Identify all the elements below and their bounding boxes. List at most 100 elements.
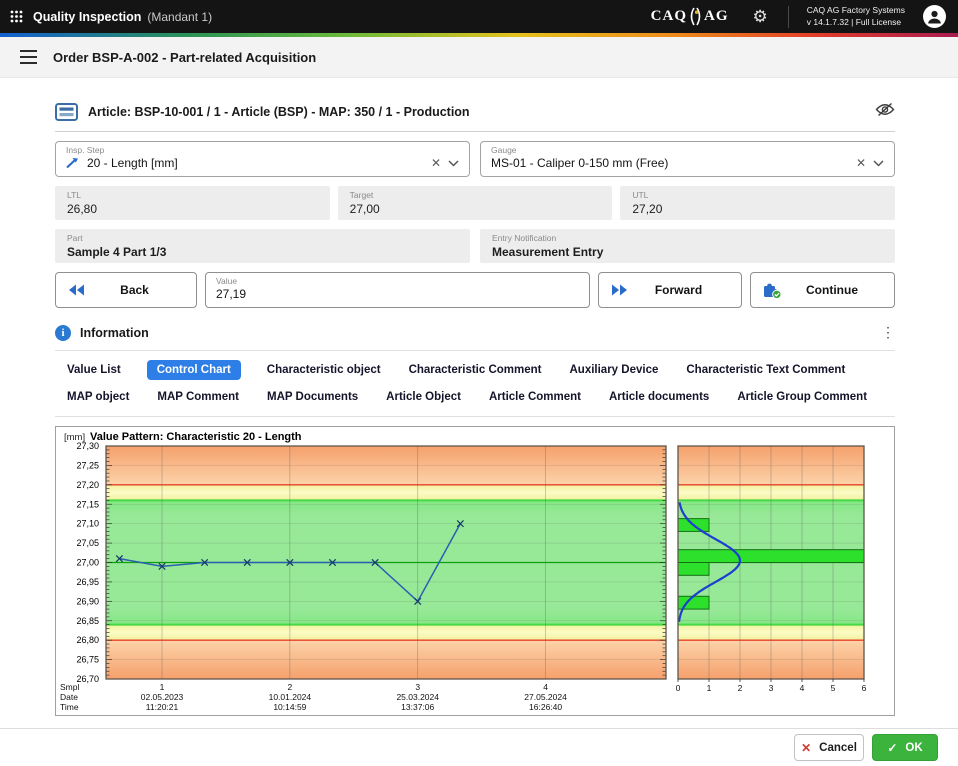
svg-text:10.01.2024: 10.01.2024	[269, 692, 312, 702]
footer-bar: ✕ Cancel ✓ OK	[0, 728, 958, 766]
app-launcher-grid-icon[interactable]	[10, 10, 23, 23]
double-chevron-left-icon	[69, 284, 84, 296]
forward-button[interactable]: Forward	[598, 272, 742, 308]
tab-map-object[interactable]: MAP object	[67, 391, 130, 403]
svg-text:27,25: 27,25	[76, 460, 99, 470]
svg-text:1: 1	[707, 683, 712, 693]
gauge-clear-icon[interactable]: ✕	[855, 156, 866, 171]
tab-article-comment[interactable]: Article Comment	[488, 391, 581, 403]
entry-notification-label: Entry Notification	[492, 233, 557, 243]
entry-notification-readout: Entry Notification Measurement Entry	[480, 229, 895, 263]
tab-article-object[interactable]: Article Object	[386, 391, 461, 403]
series-markers	[115, 520, 464, 605]
back-button[interactable]: Back	[55, 272, 197, 308]
tab-auxiliary-device[interactable]: Auxiliary Device	[569, 364, 659, 376]
svg-text:27,15: 27,15	[76, 499, 99, 509]
svg-text:4: 4	[800, 683, 805, 693]
double-chevron-right-icon	[612, 284, 627, 296]
utl-readout: UTL 27,20	[620, 186, 896, 220]
utl-label: UTL	[632, 190, 649, 200]
cancel-button[interactable]: ✕ Cancel	[794, 734, 864, 761]
tab-value-list[interactable]: Value List	[67, 364, 121, 376]
info-icon: i	[55, 324, 71, 341]
user-avatar[interactable]	[923, 5, 946, 28]
svg-text:16:26:40: 16:26:40	[529, 702, 562, 712]
svg-text:26,70: 26,70	[76, 674, 99, 684]
information-title: Information	[80, 325, 149, 340]
control-chart-panel: [mm] Value Pattern: Characteristic 20 - L…	[55, 426, 895, 716]
svg-text:1: 1	[160, 682, 165, 692]
svg-text:5: 5	[831, 683, 836, 693]
order-title: Order BSP-A-002 - Part-related Acquisiti…	[53, 49, 317, 65]
menu-hamburger-icon[interactable]	[20, 50, 37, 64]
insp-step-clear-icon[interactable]: ✕	[430, 156, 441, 171]
app-title: Quality Inspection	[33, 9, 142, 24]
product-license: v 14.1.7.32 | Full License	[806, 16, 902, 27]
tab-article-documents[interactable]: Article documents	[608, 391, 710, 403]
svg-text:27,10: 27,10	[76, 519, 99, 529]
app-subtitle: (Mandant 1)	[147, 9, 213, 24]
ltl-readout: LTL 26,80	[55, 186, 330, 220]
gauge-label: Gauge	[491, 145, 517, 155]
svg-text:27,30: 27,30	[76, 441, 99, 451]
svg-text:02.05.2023: 02.05.2023	[141, 692, 184, 702]
svg-text:Value Pattern: Characteristic: Value Pattern: Characteristic 20 - Lengt…	[90, 431, 302, 443]
forward-button-label: Forward	[654, 283, 703, 297]
tab-map-documents[interactable]: MAP Documents	[267, 391, 359, 403]
svg-text:Time: Time	[60, 702, 79, 712]
main-content: Article: BSP-10-001 / 1 - Article (BSP) …	[0, 78, 958, 716]
chevron-down-icon[interactable]	[448, 160, 459, 167]
svg-text:6: 6	[862, 683, 867, 693]
continue-button[interactable]: Continue	[750, 272, 895, 308]
ltl-label: LTL	[67, 190, 82, 200]
svg-text:26,85: 26,85	[76, 616, 99, 626]
rainbow-accent-strip	[0, 33, 958, 37]
svg-text:0: 0	[676, 683, 681, 693]
svg-text:26,80: 26,80	[76, 635, 99, 645]
inspection-tool-icon	[66, 158, 78, 169]
svg-text:27,20: 27,20	[76, 480, 99, 490]
logo-swoosh-icon	[690, 7, 701, 26]
more-options-kebab-icon[interactable]: ⋮	[881, 324, 895, 340]
gauss-curve	[677, 502, 742, 622]
tab-characteristic-comment[interactable]: Characteristic Comment	[408, 364, 542, 376]
insp-step-label: Insp. Step	[66, 145, 105, 155]
continue-button-label: Continue	[806, 283, 858, 297]
part-value: Sample 4 Part 1/3	[67, 245, 167, 260]
article-title: Article: BSP-10-001 / 1 - Article (BSP) …	[88, 105, 470, 119]
insp-step-select[interactable]: Insp. Step 20 - Length [mm] ✕	[55, 141, 470, 177]
value-input-label: Value	[216, 276, 238, 286]
target-readout: Target 27,00	[337, 186, 613, 220]
svg-text:Date: Date	[60, 692, 78, 702]
hide-eye-off-icon[interactable]	[875, 102, 895, 122]
gauge-value: MS-01 - Caliper 0-150 mm (Free)	[491, 156, 669, 171]
entry-notification-value: Measurement Entry	[492, 245, 604, 260]
settings-gear-icon[interactable]: ⚙	[752, 7, 768, 26]
tab-article-group-comment[interactable]: Article Group Comment	[737, 391, 868, 403]
tab-control-chart[interactable]: Control Chart	[146, 360, 241, 380]
svg-text:26,90: 26,90	[76, 596, 99, 606]
svg-text:25.03.2024: 25.03.2024	[396, 692, 439, 702]
svg-text:[mm]: [mm]	[64, 432, 85, 443]
divider	[787, 5, 789, 28]
chevron-down-icon[interactable]	[873, 160, 884, 167]
part-label: Part	[67, 233, 83, 243]
product-name: CAQ AG Factory Systems	[806, 5, 905, 16]
tab-map-comment[interactable]: MAP Comment	[157, 391, 239, 403]
svg-text:10:14:59: 10:14:59	[273, 702, 306, 712]
information-tabs: Value List Control Chart Characteristic ob…	[55, 351, 895, 417]
value-input[interactable]: Value 27,19	[205, 272, 590, 308]
target-value: 27,00	[349, 202, 380, 217]
svg-text:3: 3	[769, 683, 774, 693]
part-readout: Part Sample 4 Part 1/3	[55, 229, 470, 263]
ok-button[interactable]: ✓ OK	[872, 734, 938, 761]
svg-text:26,75: 26,75	[76, 655, 99, 665]
tab-characteristic-object[interactable]: Characteristic object	[266, 364, 381, 376]
svg-text:4: 4	[543, 682, 548, 692]
svg-text:26,95: 26,95	[76, 577, 99, 587]
tab-characteristic-text-comment[interactable]: Characteristic Text Comment	[686, 364, 846, 376]
logo-text-caq: CAQ	[650, 8, 687, 24]
svg-text:27,05: 27,05	[76, 538, 99, 548]
gauge-select[interactable]: Gauge MS-01 - Caliper 0-150 mm (Free) ✕	[480, 141, 895, 177]
puzzle-check-icon	[764, 283, 782, 299]
